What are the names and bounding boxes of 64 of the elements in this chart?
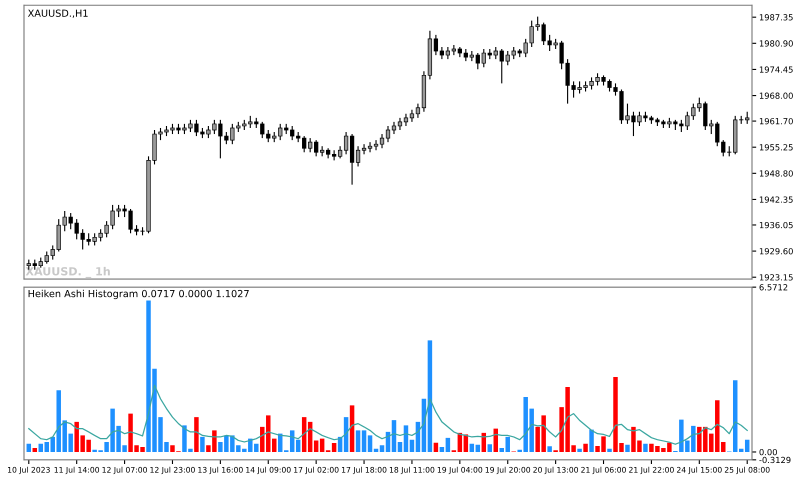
y-tick-label: 1968.00	[760, 92, 793, 99]
y-tick-label: 1948.80	[760, 170, 793, 177]
bar	[589, 430, 594, 452]
candlestick	[392, 121, 396, 135]
bar	[26, 444, 32, 452]
bar	[32, 448, 38, 452]
chart-title: Heiken Ashi Histogram 0.0717 0.0000 1.1027	[28, 290, 249, 300]
candlestick	[116, 204, 121, 218]
bar	[434, 442, 438, 452]
y-tick-label: 1955.25	[760, 144, 793, 150]
bar	[643, 444, 648, 452]
candlestick	[194, 119, 199, 137]
candlestick	[170, 123, 175, 135]
chart-title: XAUUSD.,H1	[28, 10, 88, 18]
candlestick	[589, 76, 594, 90]
candlestick	[356, 146, 360, 168]
bar	[194, 417, 199, 452]
bar	[625, 444, 630, 452]
bar	[200, 436, 205, 452]
candlestick	[182, 123, 187, 135]
y-tick-label: 1987.35	[760, 14, 793, 20]
candlestick	[625, 103, 630, 124]
candlestick	[380, 133, 384, 149]
y-tick-label: 1961.70	[760, 118, 793, 124]
candlestick	[122, 204, 127, 218]
bar	[583, 444, 588, 452]
candlestick	[386, 125, 390, 143]
bar	[577, 448, 582, 452]
candlestick	[128, 208, 133, 234]
candlestick	[607, 78, 612, 92]
candlestick	[158, 127, 163, 141]
y-tick-label: 1942.35	[760, 196, 793, 203]
y-tick-label: 1929.60	[760, 248, 793, 254]
y-tick-label: -0.3129	[759, 456, 791, 464]
bar	[482, 432, 486, 452]
candlestick	[398, 117, 402, 131]
candlestick	[571, 80, 576, 98]
y-tick-label: 6.5712	[760, 284, 788, 290]
y-tick-label: 1923.15	[760, 274, 793, 281]
candlestick	[200, 127, 205, 139]
bar	[350, 405, 354, 452]
candlestick	[164, 125, 169, 137]
candlestick	[613, 82, 618, 96]
candlestick	[577, 80, 582, 94]
candlestick	[404, 113, 408, 126]
bar	[494, 428, 498, 452]
y-tick-label: 1936.05	[760, 222, 793, 228]
candlestick	[176, 123, 181, 135]
candlestick	[344, 131, 348, 155]
candlestick	[410, 109, 414, 122]
candlestick	[637, 111, 642, 126]
candlestick	[631, 111, 636, 137]
y-tick-label: 1980.90	[760, 40, 793, 47]
bar	[607, 448, 612, 452]
candlestick	[188, 119, 193, 133]
bar	[547, 446, 552, 452]
line-series	[28, 384, 748, 445]
candlestick	[416, 103, 420, 118]
candlestick	[601, 74, 606, 86]
bar	[488, 444, 492, 452]
y-tick-label: 0.00	[759, 448, 777, 456]
y-tick-label: 1974.45	[760, 66, 793, 73]
candlestick	[595, 72, 600, 86]
candlestick	[583, 80, 588, 92]
